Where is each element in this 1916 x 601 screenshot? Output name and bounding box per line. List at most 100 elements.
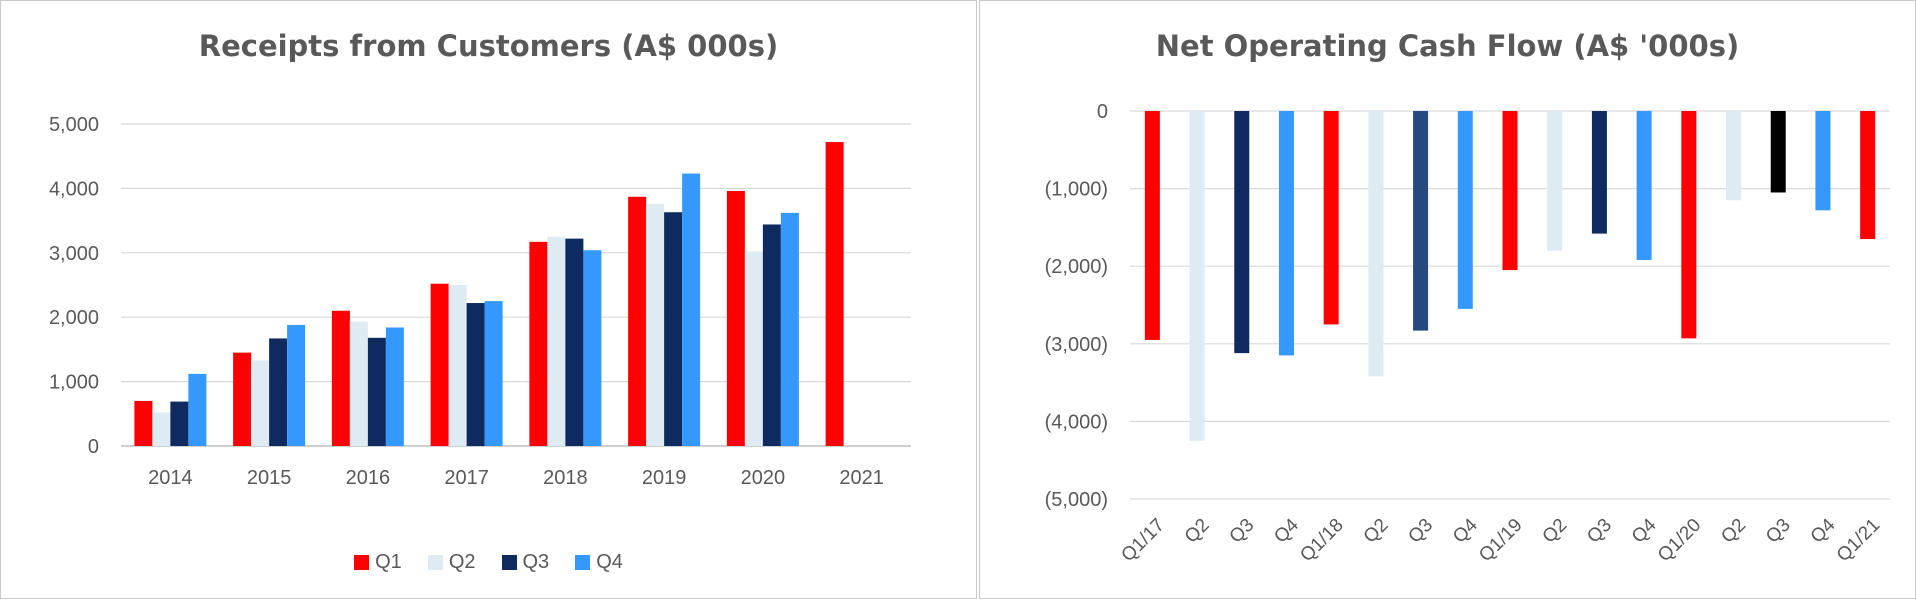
cashflow-bar xyxy=(1770,111,1786,193)
cashflow-xtick-label: Q2 xyxy=(1181,515,1214,548)
cashflow-bar xyxy=(1144,111,1160,340)
receipts-bar-q1 xyxy=(331,310,350,446)
receipts-chart-legend: Q1 Q2 Q3 Q4 xyxy=(1,551,976,574)
cashflow-ytick-label: (2,000) xyxy=(1045,256,1108,278)
cashflow-bar xyxy=(1457,111,1473,309)
receipts-ytick-label: 0 xyxy=(88,436,99,458)
cashflow-xtick-label: Q1/17 xyxy=(1117,515,1168,566)
cashflow-ytick-label: (3,000) xyxy=(1045,334,1108,356)
receipts-chart-panel: Receipts from Customers (A$ 000s) 0 1,000… xyxy=(0,0,977,599)
receipts-ytick-label: 2,000 xyxy=(49,307,99,329)
cashflow-bar xyxy=(1547,111,1563,251)
cashflow-bar xyxy=(1234,111,1250,354)
cashflow-chart-svg: 0 (1,000) (2,000) (3,000) (4,000) (5,000) Q1/1… xyxy=(1045,101,1890,566)
receipts-bar-q1 xyxy=(233,352,252,446)
receipts-ytick-label: 4,000 xyxy=(49,178,99,200)
cashflow-bar xyxy=(1681,111,1697,339)
cashflow-bar xyxy=(1368,111,1384,377)
receipts-xtick-label: 2021 xyxy=(839,467,884,489)
cashflow-xtick-label: Q4 xyxy=(1628,514,1661,547)
cashflow-bar xyxy=(1323,111,1339,325)
receipts-bar-q1 xyxy=(628,196,647,446)
receipts-bar-q2 xyxy=(646,203,665,446)
receipts-xtick-label: 2019 xyxy=(642,467,687,489)
receipts-bar-q4 xyxy=(682,173,701,446)
legend-label: Q4 xyxy=(596,551,623,573)
legend-item-q4: Q4 xyxy=(575,551,623,574)
receipts-xtick-label: 2018 xyxy=(543,467,588,489)
cashflow-bar xyxy=(1189,111,1205,441)
receipts-xtick-label: 2014 xyxy=(148,467,193,489)
receipts-bar-q2 xyxy=(744,251,763,446)
cashflow-xtick-label: Q4 xyxy=(1270,514,1303,547)
cashflow-xtick-label: Q1/19 xyxy=(1475,515,1526,566)
receipts-bar-q1 xyxy=(430,283,449,446)
legend-swatch xyxy=(354,555,370,570)
receipts-bar-q2 xyxy=(448,285,467,446)
receipts-bar-q1 xyxy=(825,142,844,447)
cashflow-xtick-label: Q3 xyxy=(1762,515,1795,548)
receipts-xtick-label: 2017 xyxy=(444,467,489,489)
cashflow-bar xyxy=(1502,111,1518,271)
cashflow-xtick-label: Q2 xyxy=(1539,515,1572,548)
legend-swatch xyxy=(501,555,517,570)
receipts-bar-q1 xyxy=(529,241,548,446)
receipts-xtick-label: 2015 xyxy=(247,467,292,489)
cashflow-xtick-label: Q4 xyxy=(1449,514,1482,547)
legend-item-q2: Q2 xyxy=(427,551,476,574)
receipts-bar-q2 xyxy=(251,360,270,446)
legend-swatch xyxy=(575,555,591,570)
legend-swatch xyxy=(427,555,443,570)
legend-label: Q1 xyxy=(375,551,402,573)
receipts-ytick-label: 5,000 xyxy=(49,114,99,136)
cashflow-xtick-label: Q2 xyxy=(1717,515,1750,548)
legend-label: Q2 xyxy=(448,551,476,573)
receipts-bar-q4 xyxy=(287,324,306,446)
cashflow-xtick-label: Q3 xyxy=(1404,515,1437,548)
receipts-bar-q3 xyxy=(664,212,683,446)
receipts-ytick-label: 3,000 xyxy=(49,243,99,265)
receipts-bar-q2 xyxy=(547,236,566,446)
cashflow-bar xyxy=(1636,111,1652,260)
receipts-chart-title: Receipts from Customers (A$ 000s) xyxy=(198,29,779,63)
cashflow-bar xyxy=(1413,111,1429,331)
legend-item-q3: Q3 xyxy=(501,551,550,574)
receipts-bar-q1 xyxy=(726,190,745,446)
receipts-bar-q4 xyxy=(583,250,602,446)
receipts-bar-q4 xyxy=(188,373,207,446)
cashflow-ytick-label: (5,000) xyxy=(1045,489,1108,511)
cashflow-chart-title: Net Operating Cash Flow (A$ '000s) xyxy=(1155,29,1740,63)
cashflow-xtick-label: Q2 xyxy=(1360,515,1393,548)
cashflow-ytick-label: (1,000) xyxy=(1045,179,1108,201)
receipts-bar-q4 xyxy=(780,212,799,446)
receipts-bar-q4 xyxy=(385,327,404,446)
cashflow-chart-panel: Net Operating Cash Flow (A$ '000s) 0 (1,0… xyxy=(979,0,1916,599)
cashflow-ytick-label: (4,000) xyxy=(1045,411,1108,433)
receipts-bar-q2 xyxy=(152,412,171,446)
receipts-bar-q4 xyxy=(484,301,503,446)
receipts-bar-q3 xyxy=(170,401,189,446)
legend-label: Q3 xyxy=(522,551,550,573)
cashflow-xtick-label: Q1/21 xyxy=(1833,515,1884,566)
cashflow-xtick-label: Q4 xyxy=(1807,514,1840,547)
cashflow-bar xyxy=(1860,111,1876,240)
receipts-xtick-label: 2016 xyxy=(346,467,391,489)
cashflow-bar xyxy=(1726,111,1742,201)
cashflow-bar xyxy=(1815,111,1831,211)
cashflow-bar xyxy=(1591,111,1607,234)
receipts-bar-q3 xyxy=(565,238,584,446)
receipts-bar-q1 xyxy=(134,400,153,446)
receipts-bar-q3 xyxy=(466,303,485,446)
receipts-ytick-label: 1,000 xyxy=(49,372,99,394)
receipts-bar-q3 xyxy=(367,337,386,446)
receipts-bar-q3 xyxy=(762,224,781,446)
cashflow-xtick-label: Q3 xyxy=(1226,515,1259,548)
legend-item-q1: Q1 xyxy=(354,551,402,574)
receipts-bar-q3 xyxy=(269,338,288,446)
cashflow-xtick-label: Q3 xyxy=(1583,515,1616,548)
receipts-xtick-label: 2020 xyxy=(741,467,786,489)
cashflow-xtick-label: Q1/20 xyxy=(1654,515,1705,566)
cashflow-ytick-label: 0 xyxy=(1097,101,1108,123)
receipts-chart-svg: 0 1,000 2,000 3,000 4,000 5,000 2014 2015 2016 20… xyxy=(49,114,911,489)
receipts-bar-q2 xyxy=(349,321,368,446)
